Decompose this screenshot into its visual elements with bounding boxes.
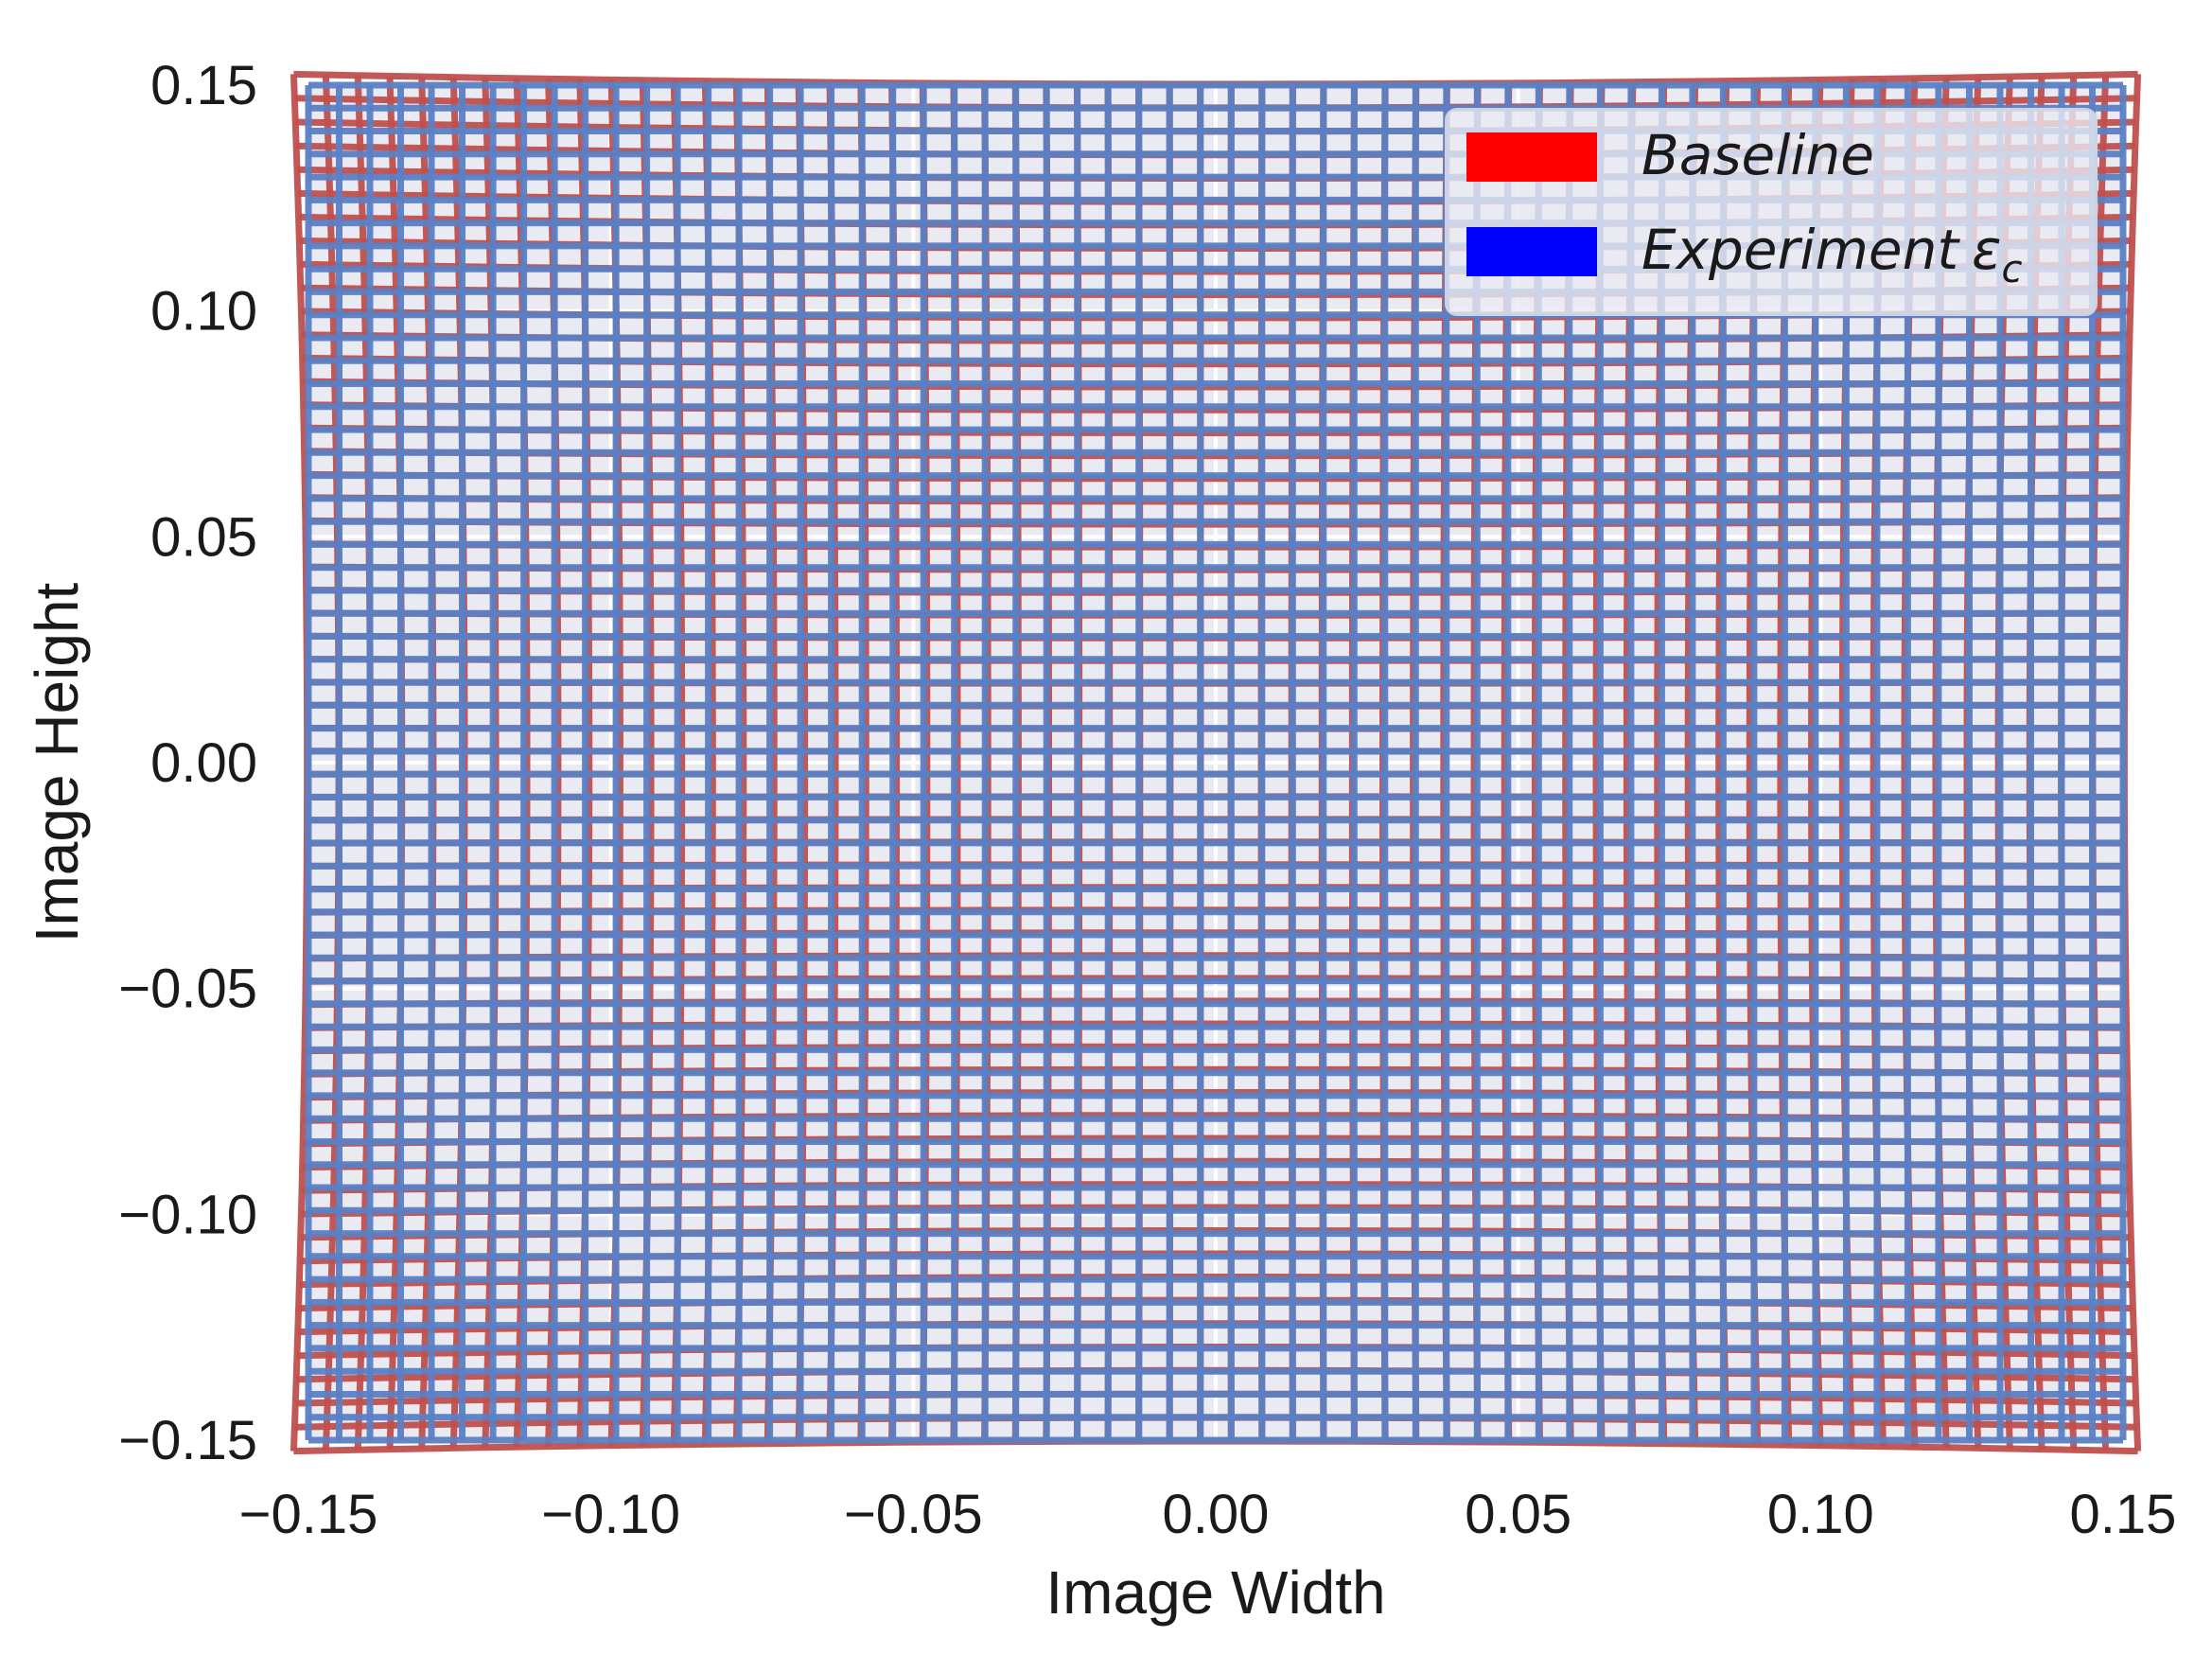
- x-tick-label: 0.00: [1163, 1484, 1270, 1545]
- x-axis-label: Image Width: [1045, 1558, 1385, 1627]
- x-axis-ticks: −0.15 −0.10 −0.05 0.00 0.05 0.10 0.15: [239, 1484, 2177, 1545]
- x-tick-label: 0.05: [1465, 1484, 1571, 1545]
- x-tick-label: 0.15: [2070, 1484, 2177, 1545]
- y-tick-label: 0.15: [150, 55, 257, 116]
- y-tick-label: 0.00: [150, 732, 257, 794]
- legend-epsilon-subscript: c: [2001, 248, 2022, 291]
- series-0-vertical-line: [2124, 74, 2137, 1451]
- y-tick-label: −0.10: [118, 1184, 257, 1245]
- x-tick-label: −0.15: [239, 1484, 378, 1545]
- legend-swatch-baseline: [1466, 132, 1597, 182]
- legend-epsilon-symbol: ε: [1972, 218, 2001, 282]
- y-axis-ticks: −0.15 −0.10 −0.05 0.00 0.05 0.10 0.15: [118, 55, 257, 1471]
- legend-swatch-experiment: [1466, 227, 1597, 276]
- y-tick-label: −0.05: [118, 959, 257, 1020]
- legend-label-baseline: Baseline: [1641, 123, 1874, 187]
- series-0-vertical-line: [293, 74, 307, 1451]
- legend-label-experiment-text: Experiment: [1641, 218, 1960, 282]
- y-tick-label: −0.15: [118, 1410, 257, 1471]
- y-tick-label: 0.05: [150, 506, 257, 568]
- x-tick-label: 0.10: [1767, 1484, 1874, 1545]
- y-tick-label: 0.10: [150, 281, 257, 343]
- y-axis-label: Image Height: [23, 582, 91, 942]
- x-tick-label: −0.10: [541, 1484, 680, 1545]
- x-tick-label: −0.05: [844, 1484, 983, 1545]
